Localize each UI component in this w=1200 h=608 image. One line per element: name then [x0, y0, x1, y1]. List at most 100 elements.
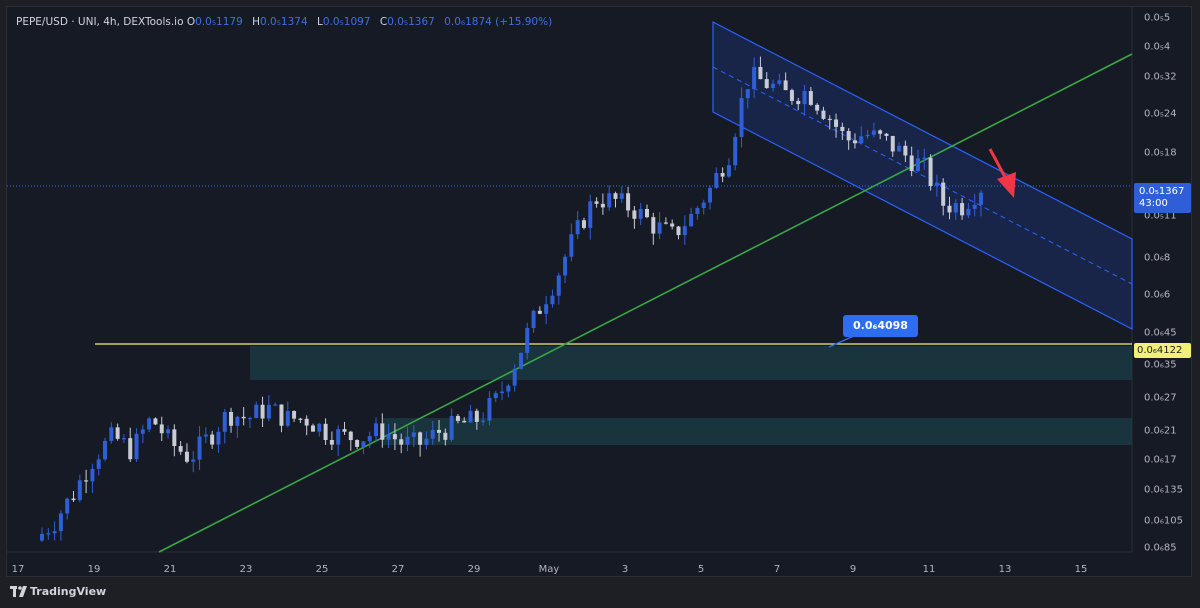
- time-tick: 29: [467, 564, 481, 575]
- candle-body: [581, 220, 586, 228]
- price-tick: 0.0₆6: [1144, 289, 1171, 301]
- candle-body: [348, 431, 353, 441]
- candle-body: [317, 423, 322, 432]
- candle-body: [607, 193, 612, 208]
- legend-change: 0.0₆1874 (+15.90%): [444, 16, 553, 28]
- time-tick: 21: [163, 564, 177, 575]
- candle-body: [777, 80, 782, 84]
- time-tick: 11: [922, 564, 936, 575]
- candle-body: [229, 411, 234, 426]
- candle-body: [676, 226, 681, 236]
- time-tick: 17: [11, 564, 25, 575]
- price-tick: 0.0₆45: [1144, 327, 1177, 339]
- candle-body: [65, 498, 70, 514]
- candle-body: [455, 415, 460, 421]
- candle-body: [941, 182, 946, 206]
- candle-body: [159, 424, 164, 434]
- candle-body: [890, 135, 895, 152]
- candle-body: [588, 201, 593, 228]
- candle-body: [544, 304, 549, 314]
- candle-body: [701, 202, 706, 209]
- candle-body: [355, 440, 360, 447]
- candle-body: [71, 498, 76, 501]
- price-tick: 0.0₆27: [1144, 392, 1177, 404]
- candle-body: [708, 187, 713, 203]
- candle-body: [966, 208, 971, 216]
- candle-body: [386, 434, 391, 440]
- channel-midline: [712, 66, 1133, 285]
- legend-symbol: PEPE/USD · UNI, 4h, DEXTools.io: [16, 16, 184, 28]
- price-tick: 0.0₆8: [1144, 252, 1171, 264]
- candle-body: [424, 438, 429, 445]
- candle-body: [834, 119, 839, 127]
- candle-body: [714, 172, 719, 188]
- price-axis[interactable]: 0.0₅5 0.0₅4 0.0₅32 0.0₅24 0.0₅18 0.0₅11 …: [1132, 7, 1191, 554]
- candle-body: [310, 425, 315, 432]
- candle-body: [90, 468, 95, 482]
- candle-body: [437, 429, 442, 433]
- candle-body: [77, 480, 82, 501]
- candle-body: [695, 208, 700, 214]
- time-tick: 7: [773, 564, 781, 575]
- candle-body: [840, 126, 845, 132]
- candle-body: [342, 429, 347, 432]
- candle-body: [235, 416, 240, 426]
- candle-body: [619, 193, 624, 199]
- candle-body: [474, 410, 479, 422]
- candle-body: [960, 203, 965, 216]
- candle-body: [745, 89, 750, 99]
- candle-body: [670, 223, 675, 227]
- candle-body: [947, 205, 952, 213]
- legend-low: 0.0₅1097: [322, 16, 371, 28]
- candle-body: [254, 404, 259, 419]
- candle-body: [563, 256, 568, 276]
- candle-body: [689, 213, 694, 227]
- candle-body: [537, 310, 542, 314]
- candle-body: [953, 203, 958, 213]
- candle-body: [632, 210, 637, 219]
- candle-body: [468, 410, 473, 423]
- candle-body: [140, 429, 145, 434]
- price-tick: 0.0₅11: [1144, 210, 1177, 222]
- candle-body: [184, 451, 189, 462]
- candle-body: [411, 432, 416, 437]
- legend-high: 0.0₅1374: [260, 16, 308, 28]
- candle-body: [796, 100, 801, 105]
- price-tick: 0.0₅32: [1144, 71, 1177, 83]
- candle-body: [821, 110, 826, 119]
- candle-body: [556, 275, 561, 296]
- candle-body: [626, 193, 631, 211]
- candle-body: [367, 436, 372, 442]
- candle-body: [506, 385, 511, 392]
- candle-body: [121, 438, 126, 440]
- current-price-value: 0.0₅1367: [1139, 186, 1185, 197]
- legend-high-label: H: [252, 16, 261, 28]
- candle-body: [430, 429, 435, 439]
- candle-body: [934, 182, 939, 186]
- chart-frame[interactable]: PEPE/USD · UNI, 4h, DEXTools.io O0.0₅117…: [6, 6, 1192, 577]
- candle-body: [802, 91, 807, 105]
- candle-body: [147, 418, 152, 430]
- candle-body: [613, 193, 618, 199]
- candle-body: [550, 295, 555, 305]
- time-tick: 3: [621, 564, 629, 575]
- candle-body: [764, 79, 769, 89]
- candle-body: [115, 427, 120, 439]
- candle-body: [569, 234, 574, 257]
- candle-body: [878, 130, 883, 134]
- candle-body: [827, 118, 832, 121]
- candle-body: [859, 136, 864, 144]
- candle-body: [178, 446, 183, 452]
- legend-open: 0.0₅1179: [195, 16, 243, 28]
- candle-body: [682, 226, 687, 236]
- price-chart[interactable]: [7, 7, 1192, 577]
- candle-body: [58, 513, 63, 532]
- price-callout[interactable]: 0.0₆4098: [843, 315, 918, 337]
- candle-body: [922, 157, 927, 159]
- candle-body: [865, 134, 870, 137]
- time-axis[interactable]: 17 19 21 23 25 27 29 May 3 5 7 9 11 13 1…: [7, 552, 1132, 576]
- bar-countdown: 43:00: [1139, 198, 1168, 209]
- candle-body: [399, 439, 404, 445]
- price-tick: 0.0₆21: [1144, 425, 1177, 437]
- level-price-tag: 0.0₆4122: [1134, 343, 1191, 358]
